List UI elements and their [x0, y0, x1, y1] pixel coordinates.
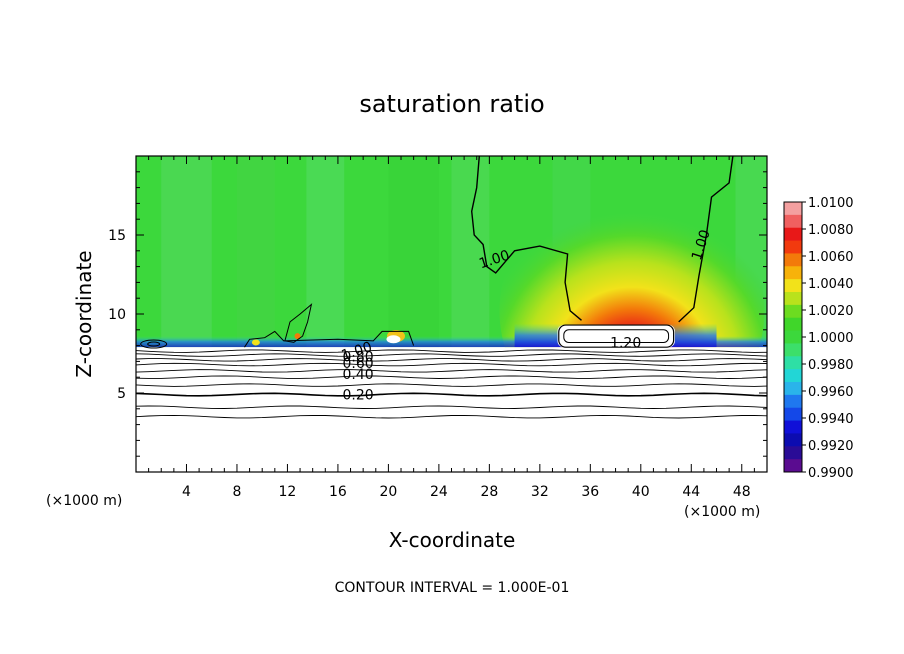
cell [294, 333, 301, 340]
x-tick-label: 36 [581, 484, 599, 500]
contour-line [135, 362, 768, 367]
colorbar-segment [784, 253, 802, 267]
colorbar-tick-label: 1.0000 [808, 331, 854, 346]
x-tick-label: 40 [632, 484, 650, 500]
contour-line [135, 358, 768, 362]
colorbar-tick-label: 1.0100 [808, 196, 854, 211]
contour-line [678, 155, 734, 323]
colorbar: 1.0100 1.0080 1.0060 1.0040 1.0020 1.0000 0.99… [783, 196, 854, 481]
contour-line [563, 329, 670, 343]
colorbar-segment [784, 317, 802, 332]
colorbar-segment [784, 433, 802, 447]
x-tick-label: 24 [430, 484, 448, 500]
x-tick-label: 44 [682, 484, 700, 500]
contour-line [558, 324, 675, 348]
colorbar-segment [784, 202, 802, 216]
colorbar-tick-label: 0.9920 [808, 439, 854, 454]
field-streak [306, 156, 345, 348]
x-tick-label: 12 [279, 484, 297, 500]
x-axis-ticks: 4 8 12 16 20 24 28 32 36 40 44 48 [148, 156, 755, 500]
colorbar-segment [784, 330, 802, 344]
colorbar-tick-label: 0.9980 [808, 358, 854, 373]
x-tick-label: 20 [379, 484, 397, 500]
plot-area [136, 156, 767, 472]
field-streak [388, 156, 439, 348]
contour-line [135, 392, 768, 397]
contour-line [135, 414, 768, 419]
subsaturated-band [136, 336, 767, 348]
colorbar-segment [784, 369, 802, 383]
contour-labels: 1.00 1.001.201.000.800.600.400.20 [340, 228, 714, 404]
contour-line [135, 383, 768, 387]
colorbar-tick-label: 1.0060 [808, 250, 854, 265]
x-unit-right: (×1000 m) [684, 504, 760, 520]
x-tick-label: 32 [531, 484, 549, 500]
y-tick-label: 10 [108, 307, 126, 323]
contour-interval: CONTOUR INTERVAL = 1.000E-01 [335, 580, 570, 596]
contour-line [135, 375, 768, 379]
colorbar-segment [784, 214, 802, 229]
cloud-region [557, 325, 675, 348]
lower-region [136, 347, 767, 472]
contour-line [135, 405, 768, 409]
field-streak [161, 156, 212, 348]
colorbar-segment [784, 292, 802, 306]
colorbar-segment [784, 240, 802, 254]
colorbar-tick-label: 1.0040 [808, 277, 854, 292]
cell [251, 339, 260, 346]
colorbar-segment [784, 343, 802, 357]
contour-label: 1.20 [610, 335, 641, 351]
x-unit-left: (×1000 m) [46, 493, 122, 509]
colorbar-tick-label: 1.0020 [808, 304, 854, 319]
contour-label: 0.60 [343, 356, 374, 372]
colorbar-segment [784, 227, 802, 242]
field-streak [451, 156, 490, 348]
colorbar-segment [784, 304, 802, 319]
colorbar-segment [784, 266, 802, 280]
y-axis-label: Z-coordinate [72, 250, 96, 377]
colorbar-segment [784, 279, 802, 293]
contour-label: 0.20 [343, 388, 374, 404]
x-axis-label: X-coordinate [389, 528, 516, 552]
colorbar-segment [784, 356, 802, 370]
contour-label: 0.80 [343, 350, 374, 366]
contour-line [135, 349, 768, 353]
y-tick-label: 5 [117, 386, 126, 402]
x-tick-label: 8 [232, 484, 241, 500]
colorbar-segment [784, 459, 802, 473]
contour-line [470, 155, 582, 321]
colorbar-tick-label: 0.9900 [808, 466, 854, 481]
x-tick-label: 16 [329, 484, 347, 500]
contour-line [284, 303, 313, 343]
colorbar-segment [784, 382, 802, 396]
cell [386, 335, 401, 344]
contour-line [140, 339, 168, 349]
contour-label: 0.40 [343, 367, 374, 383]
x-tick-label: 4 [182, 484, 191, 500]
colorbar-segment [784, 407, 802, 422]
contour-line [135, 369, 768, 373]
contour-line [244, 330, 415, 348]
contour-lines [135, 155, 768, 419]
colorbar-tick-label: 0.9940 [808, 412, 854, 427]
colorbar-segment [784, 420, 802, 434]
x-tick-label: 48 [733, 484, 751, 500]
colorbar-tick-label: 0.9960 [808, 385, 854, 400]
x-tick-label: 28 [480, 484, 498, 500]
colorbar-tick-label: 1.0080 [808, 223, 854, 238]
y-tick-label: 15 [108, 228, 126, 244]
colorbar-segment [784, 394, 802, 409]
y-axis-ticks: 5 10 15 [108, 171, 767, 457]
contour-line [135, 353, 768, 357]
colorbar-segment [784, 446, 802, 460]
chart-title: saturation ratio [359, 90, 544, 118]
contour-line [147, 341, 161, 347]
field-streak [236, 156, 275, 348]
